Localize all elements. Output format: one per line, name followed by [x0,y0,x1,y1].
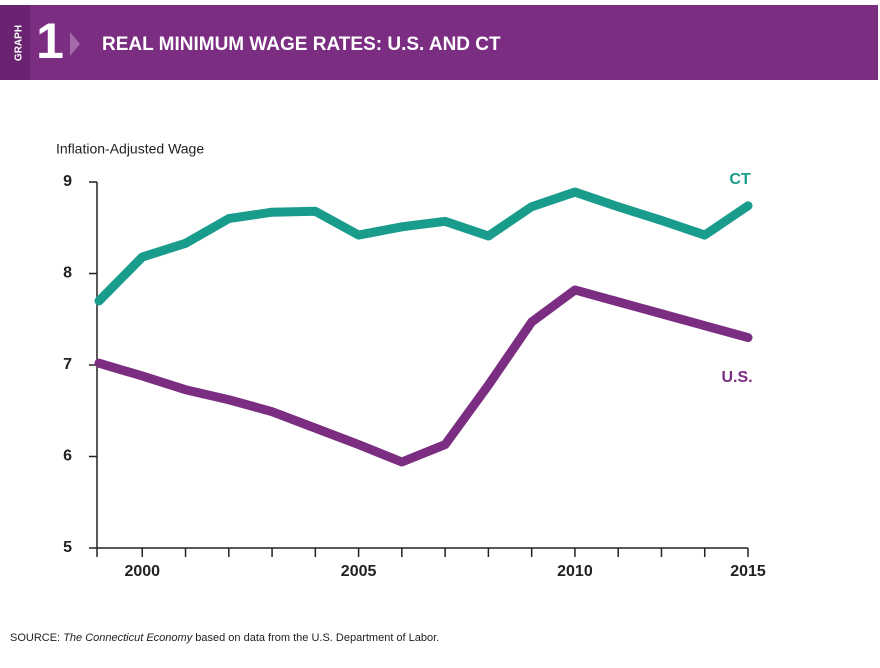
y-tick-label: 7 [63,356,72,373]
y-tick-label: 5 [63,539,72,556]
x-tick-label: 2005 [341,563,377,580]
x-tick-label: 2000 [124,563,160,580]
y-tick-label: 8 [63,265,72,282]
source-publication: The Connecticut Economy [63,632,194,644]
series-line [94,285,753,467]
y-axis-label: Inflation-Adjusted Wage [56,141,204,157]
y-tick-label: 6 [63,448,72,465]
series-label: CT [729,171,751,188]
header-band [0,5,878,80]
source-label: SOURCE: [10,632,60,644]
x-tick-label: 2015 [730,563,766,580]
chart-title: REAL MINIMUM WAGE RATES: U.S. AND CT [102,34,501,55]
graph-number: 1 [36,13,64,69]
source-text: based on data from the U.S. Department o… [195,632,439,644]
series-label: U.S. [721,369,752,386]
source: SOURCE: The Connecticut Economy based on… [10,632,439,644]
header-tab [0,5,30,80]
graph-label: GRAPH [14,25,25,61]
y-tick-label: 9 [63,173,72,190]
x-tick-label: 2010 [557,563,593,580]
header-arrow [70,32,80,56]
series-line [94,187,753,306]
